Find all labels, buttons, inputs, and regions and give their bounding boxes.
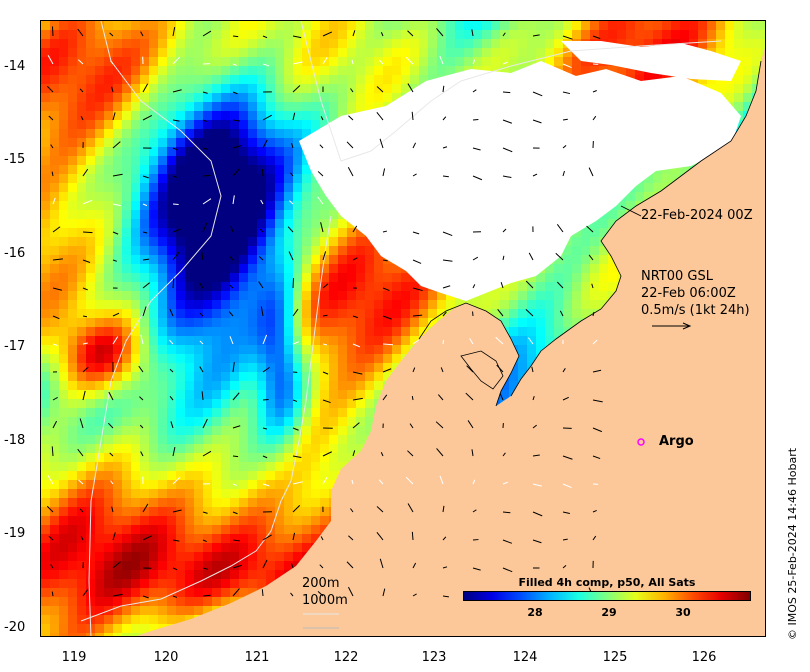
lat-tick-15: -15	[4, 152, 26, 167]
lon-tick-122: 122	[333, 650, 359, 665]
date-leader-line	[620, 205, 642, 217]
product-label-line3: 0.5m/s (1kt 24h)	[641, 303, 750, 318]
scale-arrow	[652, 322, 692, 330]
colorbar-title: Filled 4h comp, p50, All Sats	[518, 576, 696, 589]
argo-label: Argo	[659, 434, 694, 449]
product-label-line1: NRT00 GSL	[641, 269, 713, 284]
product-label-line2: 22-Feb 06:00Z	[641, 286, 736, 301]
current-vectors	[46, 26, 603, 601]
lat-tick-20: -20	[4, 620, 26, 635]
cloud-mask	[299, 41, 741, 301]
date-label: 22-Feb-2024 00Z	[641, 208, 753, 223]
land-mass	[136, 47, 765, 636]
lon-tick-124: 124	[512, 650, 538, 665]
sst-map-canvas	[41, 21, 765, 636]
lat-tick-14: -14	[4, 59, 26, 74]
lat-tick-19: -19	[4, 526, 26, 541]
lon-tick-126: 126	[691, 650, 717, 665]
colorbar-tick-28: 28	[527, 606, 543, 619]
lon-tick-119: 119	[61, 650, 87, 665]
lon-tick-123: 123	[421, 650, 447, 665]
credit-text: © IMOS 25-Feb-2024 14:46 Hobart	[786, 447, 799, 640]
argo-float-marker[interactable]	[637, 438, 645, 446]
lon-tick-125: 125	[602, 650, 628, 665]
lon-tick-120: 120	[153, 650, 179, 665]
lat-tick-18: -18	[4, 433, 26, 448]
colorbar-tick-29: 29	[601, 606, 617, 619]
depth-1000-label: 1000m	[302, 593, 348, 608]
colorbar-tick-30: 30	[675, 606, 691, 619]
sst-map[interactable]	[40, 20, 766, 637]
bathymetry-contours	[80, 21, 722, 636]
depth-200-label: 200m	[302, 576, 340, 591]
lat-tick-16: -16	[4, 246, 26, 261]
lon-tick-121: 121	[244, 650, 270, 665]
lat-tick-17: -17	[4, 339, 26, 354]
colorbar	[463, 591, 751, 601]
